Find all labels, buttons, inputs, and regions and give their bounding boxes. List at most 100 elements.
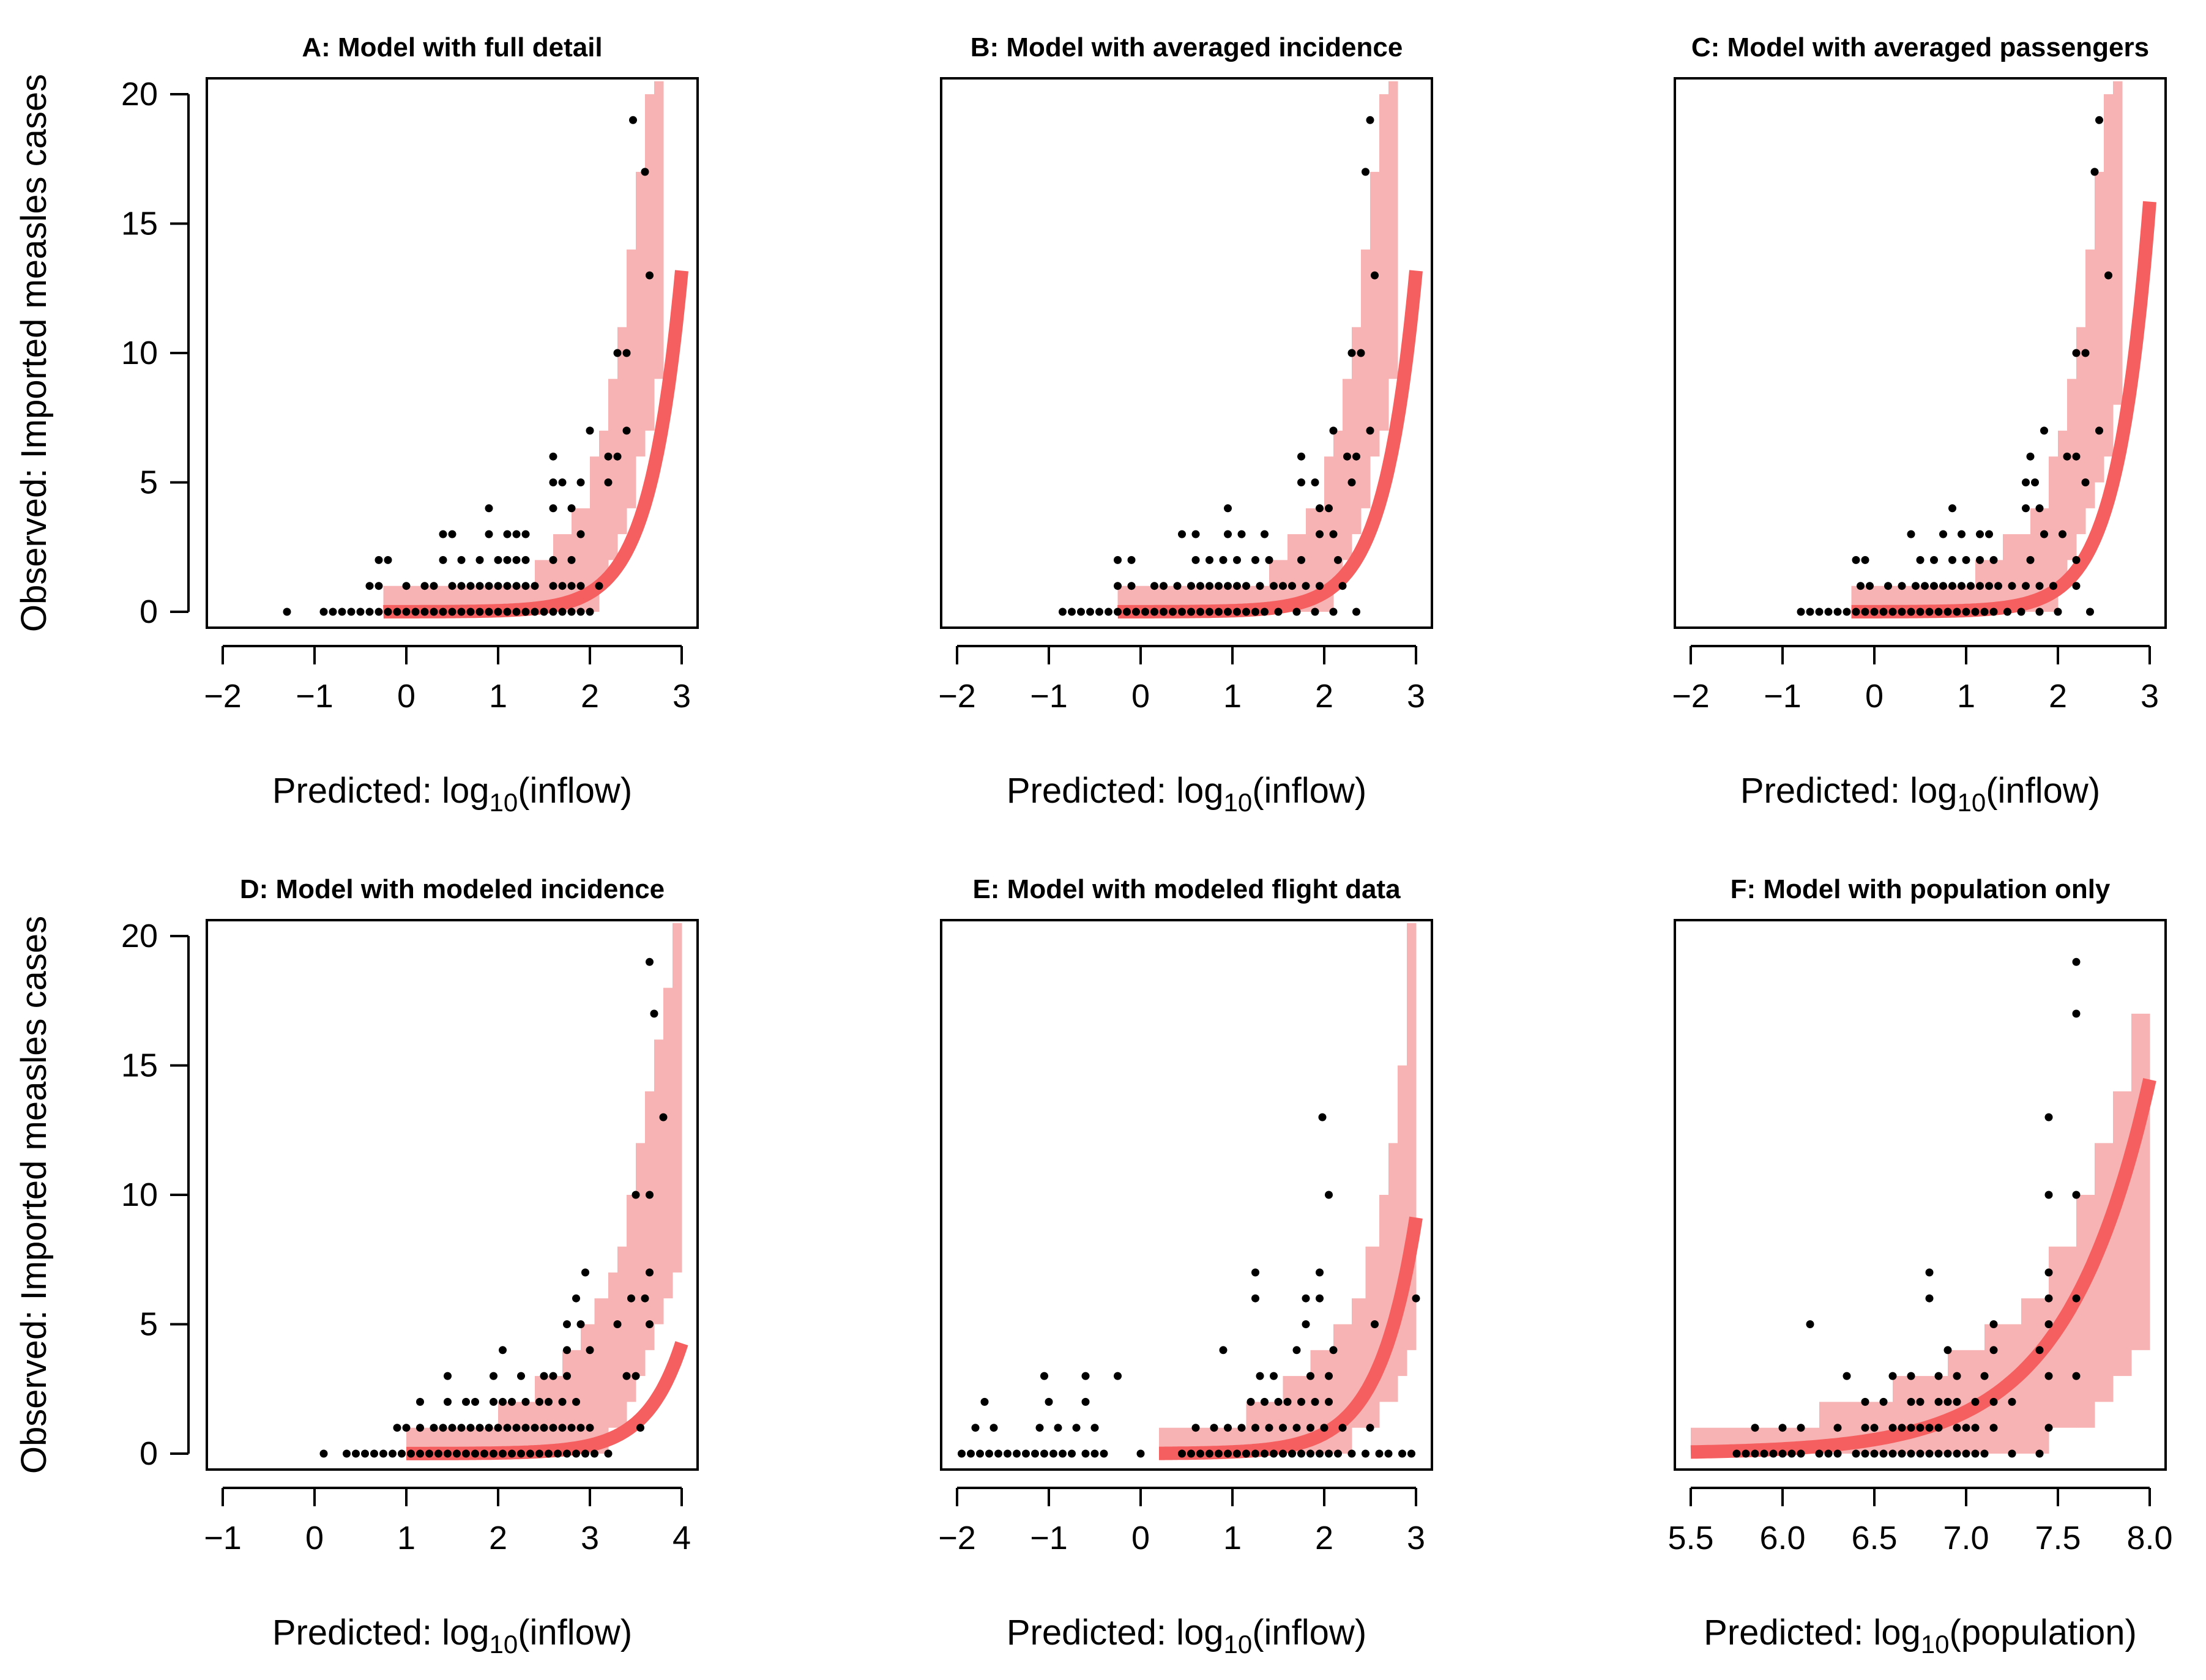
y-tick-label: 10 bbox=[121, 1176, 158, 1213]
data-point bbox=[1384, 1449, 1393, 1458]
x-tick-label: −1 bbox=[204, 1520, 242, 1556]
data-point bbox=[646, 957, 654, 966]
y-tick-label: 20 bbox=[121, 76, 158, 113]
data-point bbox=[1297, 452, 1305, 461]
data-point bbox=[985, 1449, 993, 1458]
data-point bbox=[2035, 1449, 2044, 1458]
data-point bbox=[1362, 168, 1369, 176]
data-point bbox=[1916, 1397, 1925, 1406]
data-point bbox=[1292, 1346, 1301, 1355]
data-point bbox=[2008, 1449, 2016, 1458]
band-segment bbox=[2095, 171, 2104, 483]
band-segment bbox=[1370, 171, 1380, 457]
data-point bbox=[1343, 452, 1351, 461]
x-tick-label: 7.5 bbox=[2035, 1520, 2081, 1556]
data-point bbox=[1352, 452, 1360, 461]
data-point bbox=[2095, 116, 2103, 124]
data-point bbox=[384, 608, 392, 616]
data-point bbox=[1778, 1424, 1787, 1432]
plot-area bbox=[1059, 81, 1423, 619]
data-point bbox=[1907, 1424, 1915, 1432]
data-point bbox=[1357, 349, 1365, 357]
data-point bbox=[1086, 608, 1094, 616]
x-tick-label: 1 bbox=[397, 1520, 415, 1556]
data-point bbox=[2054, 608, 2062, 616]
data-point bbox=[1292, 1424, 1301, 1432]
data-point bbox=[1251, 1268, 1259, 1277]
data-point bbox=[2040, 426, 2048, 435]
panel-b: −2 −1 0 1 2 3 B: Model with averaged incidence… bbox=[938, 32, 1433, 817]
data-point bbox=[1769, 1449, 1778, 1458]
data-point bbox=[1302, 1294, 1310, 1303]
data-point bbox=[1054, 1424, 1062, 1432]
data-point bbox=[512, 582, 521, 590]
data-point bbox=[1934, 1397, 1943, 1406]
data-point bbox=[499, 1346, 507, 1355]
data-point bbox=[2035, 504, 2044, 513]
data-point bbox=[2086, 608, 2094, 616]
data-point bbox=[586, 608, 594, 616]
data-point bbox=[1971, 1449, 1980, 1458]
data-point bbox=[1141, 608, 1149, 616]
data-point bbox=[1132, 608, 1140, 616]
data-point bbox=[361, 1449, 369, 1458]
data-point bbox=[503, 582, 512, 590]
data-point bbox=[2035, 1346, 2044, 1355]
data-point bbox=[545, 1397, 553, 1406]
data-point bbox=[558, 608, 567, 616]
x-tick-label: 3 bbox=[1407, 1520, 1425, 1556]
data-point bbox=[480, 1449, 488, 1458]
data-point bbox=[1833, 608, 1842, 616]
data-point bbox=[1233, 608, 1241, 616]
data-point bbox=[1306, 1424, 1314, 1432]
band-segment bbox=[2067, 379, 2077, 560]
data-point bbox=[1976, 556, 1984, 564]
data-point bbox=[2044, 1294, 2053, 1303]
data-point bbox=[549, 1372, 557, 1380]
data-point bbox=[416, 1424, 424, 1432]
data-point bbox=[549, 504, 557, 513]
data-point bbox=[563, 1346, 571, 1355]
data-point bbox=[439, 608, 447, 616]
data-point bbox=[1237, 530, 1246, 538]
fitted-curve bbox=[406, 1341, 688, 1460]
data-point bbox=[1196, 1449, 1204, 1458]
data-point bbox=[398, 1449, 406, 1458]
data-point bbox=[1196, 582, 1204, 590]
data-point bbox=[466, 608, 475, 616]
data-point bbox=[402, 608, 411, 616]
data-point bbox=[411, 608, 420, 616]
data-point bbox=[1916, 556, 1925, 564]
data-point bbox=[2049, 582, 2057, 590]
data-point bbox=[448, 1424, 456, 1432]
data-point bbox=[416, 1449, 424, 1458]
data-point bbox=[462, 1397, 470, 1406]
data-point bbox=[549, 478, 557, 486]
data-point bbox=[2095, 426, 2103, 435]
plot-frame bbox=[1674, 919, 2167, 1471]
band-segment bbox=[599, 430, 609, 586]
data-point bbox=[1879, 608, 1888, 616]
data-point bbox=[540, 1372, 548, 1380]
data-point bbox=[1059, 608, 1067, 616]
data-point bbox=[490, 1449, 497, 1458]
data-point bbox=[1246, 1397, 1255, 1406]
data-point bbox=[1994, 582, 2002, 590]
data-point bbox=[549, 1424, 557, 1432]
data-point bbox=[1297, 556, 1305, 564]
data-point bbox=[1347, 349, 1356, 357]
y-tick-label: 0 bbox=[140, 593, 158, 630]
x-tick-label: 2 bbox=[2049, 678, 2067, 715]
x-tick-label: 2 bbox=[1315, 1520, 1333, 1556]
x-tick-label: 3 bbox=[2141, 678, 2159, 715]
data-point bbox=[1861, 556, 1869, 564]
data-point bbox=[563, 1320, 571, 1328]
data-point bbox=[2081, 349, 2090, 357]
data-point bbox=[1971, 1397, 1980, 1406]
x-tick-label: 3 bbox=[581, 1520, 599, 1556]
data-point bbox=[1989, 1346, 1998, 1355]
data-point bbox=[1325, 1397, 1333, 1406]
data-point bbox=[521, 556, 530, 564]
y-tick-label: 5 bbox=[140, 464, 158, 501]
x-tick-label: 3 bbox=[673, 678, 691, 715]
